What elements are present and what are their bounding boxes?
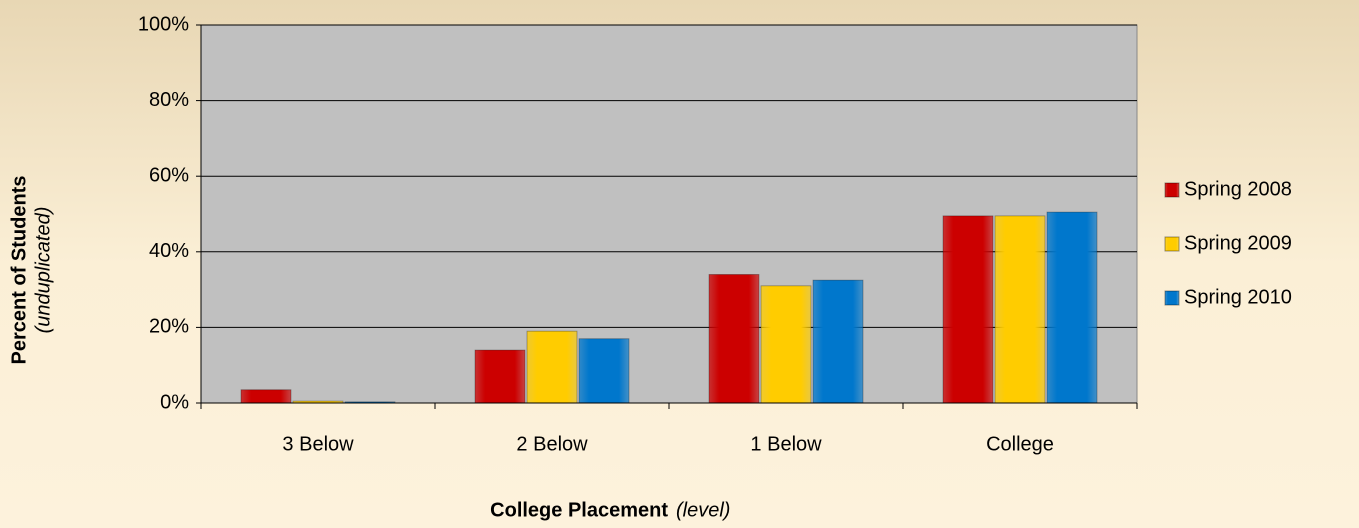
- y-tick-label: 20%: [149, 316, 189, 338]
- x-axis-label: College Placement: [490, 499, 668, 521]
- x-tick-label: 3 Below: [282, 433, 354, 455]
- legend-swatch: [1164, 182, 1180, 198]
- y-tick-label: 80%: [149, 89, 189, 111]
- y-axis-note: (unduplicated): [32, 207, 54, 334]
- x-axis-note: (level): [676, 499, 730, 521]
- bar: [760, 285, 812, 404]
- y-tick-label: 100%: [138, 13, 189, 35]
- legend-swatch: [1164, 236, 1180, 252]
- legend-label: Spring 2009: [1184, 232, 1292, 254]
- legend-swatch: [1164, 290, 1180, 306]
- bar: [942, 215, 994, 404]
- bar: [240, 389, 292, 404]
- legend-label: Spring 2010: [1184, 286, 1292, 308]
- y-tick-label: 40%: [149, 240, 189, 262]
- y-axis-label: Percent of Students: [8, 176, 30, 365]
- bar: [1046, 211, 1098, 404]
- bar: [708, 274, 760, 404]
- y-tick-label: 0%: [160, 391, 189, 413]
- x-tick-label: 2 Below: [516, 433, 588, 455]
- x-tick-label: College: [986, 433, 1054, 455]
- legend-label: Spring 2008: [1184, 178, 1292, 200]
- bar: [812, 279, 864, 404]
- x-tick-label: 1 Below: [750, 433, 822, 455]
- bar: [474, 349, 526, 404]
- bar: [994, 215, 1046, 404]
- bar: [578, 338, 630, 404]
- bar: [526, 330, 578, 404]
- y-tick-label: 60%: [149, 164, 189, 186]
